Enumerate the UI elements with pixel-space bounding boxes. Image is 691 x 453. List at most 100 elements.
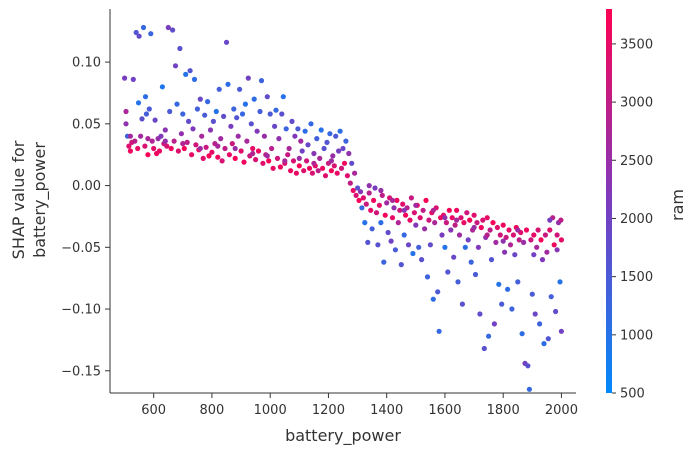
scatter-point [459,301,465,307]
y-axis-ticks: 0.10 0.05 0.00 −0.05 −0.10 −0.15 [61,56,110,379]
scatter-point [276,136,282,142]
scatter-point [484,215,490,221]
scatter-point [200,155,206,161]
scatter-point [288,168,294,174]
scatter-point [282,158,288,164]
scatter-point [553,308,559,315]
scatter-point [162,138,168,144]
scatter-point [451,254,457,260]
scatter-point [178,131,184,137]
scatter-point [250,150,256,157]
scatter-point [127,148,133,154]
scatter-point [472,271,479,278]
scatter-point [142,94,149,100]
scatter-point [285,152,291,158]
scatter-point [360,195,366,201]
scatter-point [443,220,449,226]
scatter-point [551,242,557,248]
scatter-point [456,232,463,238]
colorbar-label: ram [668,189,687,221]
scatter-point [545,336,551,342]
scatter-point [234,115,240,121]
scatter-point [510,232,516,238]
scatter-point [343,138,349,144]
scatter-point [426,217,432,223]
scatter-point [304,158,310,164]
scatter-point [152,117,158,123]
colorbar-tick-label: 500 [620,387,645,402]
scatter-point [328,158,334,164]
scatter-point [384,200,390,206]
scatter-point [366,183,372,189]
scatter-point [413,222,419,228]
scatter-point [203,144,209,150]
scatter-point [183,71,189,77]
scatter-point [505,286,511,292]
scatter-point [159,84,165,90]
scatter-point [340,145,346,152]
scatter-point [521,239,527,245]
x-tick-label: 1400 [370,403,403,418]
scatter-point [417,215,423,221]
scatter-point [363,201,369,207]
scatter-point [401,232,407,238]
scatter-point [486,333,492,339]
scatter-point [346,150,352,157]
scatter-point [146,106,152,112]
scatter-point [324,139,330,145]
scatter-point [165,24,171,31]
scatter-point [449,215,455,221]
scatter-point [480,217,486,223]
scatter-point [218,136,224,142]
x-tick-label: 600 [141,403,166,418]
scatter-point [199,133,205,139]
scatter-point [420,207,426,213]
scatter-point [139,116,145,122]
scatter-point [532,311,538,317]
scatter-point [369,226,375,232]
scatter-point [140,24,147,31]
colorbar-ticks: 500 1000 1500 2000 2500 3000 3500 [612,37,653,402]
scatter-point [341,160,348,166]
scatter-point [356,197,362,203]
scatter-point [427,242,433,248]
scatter-point [462,244,468,250]
scatter-point [232,145,238,152]
scatter-point [145,152,151,158]
scatter-point [151,145,157,152]
scatter-point [385,229,391,236]
y-axis-label-line1: SHAP value for [9,140,28,259]
scatter-point [311,160,317,166]
scatter-point [184,139,190,145]
scatter-point [302,128,308,134]
scatter-point [142,143,148,149]
scatter-point [280,94,286,100]
scatter-point [499,301,505,307]
scatter-point [321,145,327,152]
scatter-point [355,185,361,191]
scatter-point [223,39,230,45]
scatter-point [283,126,289,132]
scatter-point [375,242,381,248]
scatter-point [557,279,563,285]
scatter-point [448,227,454,233]
scatter-point [225,81,231,87]
scatter-point [398,262,404,268]
scatter-point [305,142,311,148]
scatter-point [314,136,320,142]
scatter-point [274,155,281,161]
x-tick-label: 1600 [428,403,461,418]
scatter-point [359,205,365,211]
scatter-point [213,108,219,115]
scatter-point [403,212,409,218]
scatter-point [352,170,358,176]
scatter-point [381,259,387,265]
scatter-point [255,148,262,154]
scatter-point [167,108,173,115]
scatter-point [279,111,285,117]
scatter-point [215,143,221,149]
scatter-point [353,192,359,198]
scatter-point [254,128,260,134]
scatter-point [389,197,396,203]
scatter-points [122,24,565,392]
